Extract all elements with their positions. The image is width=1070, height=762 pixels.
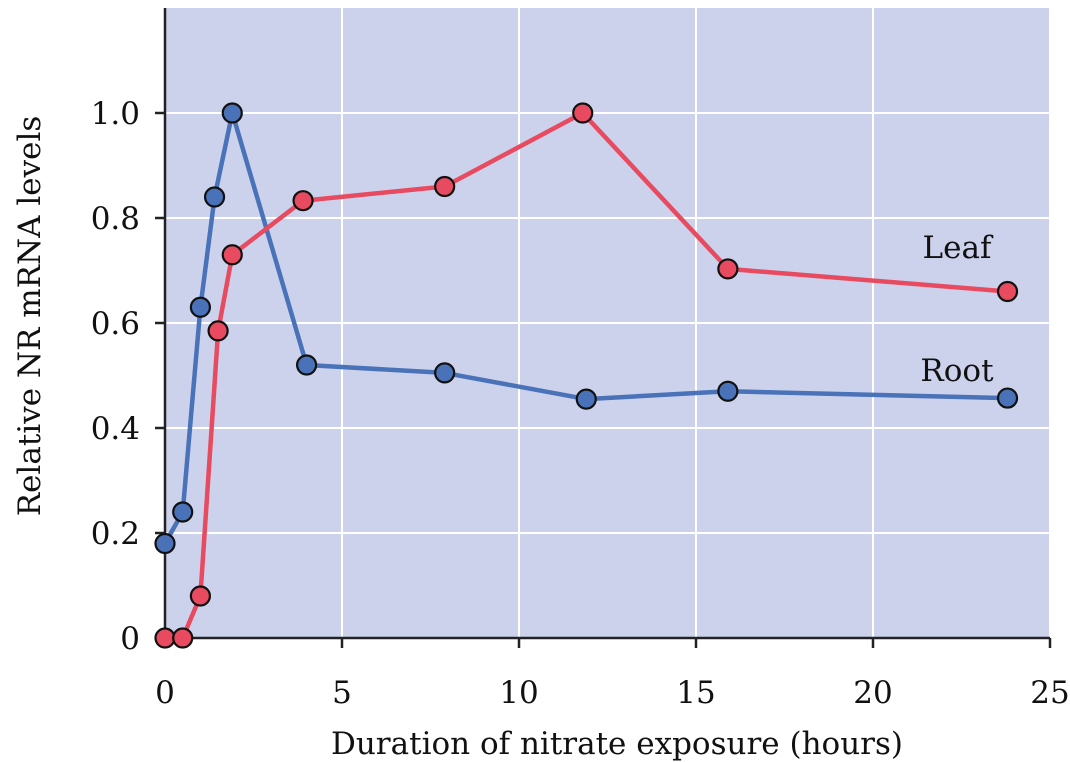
x-tick-label: 25	[1030, 675, 1069, 711]
data-point-leaf	[292, 190, 314, 212]
y-tick-label: 1.0	[91, 96, 140, 132]
series-points	[154, 102, 1019, 649]
data-point-root	[996, 387, 1019, 409]
y-axis-title: Relative NR mRNA levels	[12, 116, 48, 517]
data-point-leaf	[172, 627, 194, 649]
data-point-root	[172, 501, 194, 523]
x-ticks: 0 5 10 15 20 25	[155, 638, 1070, 711]
series-label-leaf: Leaf	[923, 230, 994, 266]
x-tick-label: 20	[853, 675, 892, 711]
x-tick-label: 5	[332, 675, 352, 711]
data-point-leaf	[154, 627, 176, 649]
series-line-root	[163, 110, 1008, 545]
series-lines	[163, 110, 1008, 641]
data-point-root	[717, 380, 739, 402]
y-ticks: 0 0.2 0.4 0.6 0.8 1.0	[91, 96, 165, 657]
grid	[165, 8, 1051, 638]
data-point-leaf	[207, 320, 229, 342]
y-tick-label: 0.8	[91, 201, 140, 237]
data-point-root	[434, 362, 456, 384]
data-point-root	[154, 532, 176, 555]
series-line-leaf	[165, 110, 1008, 641]
y-tick-label: 0.2	[91, 516, 140, 552]
y-tick-label: 0.6	[91, 306, 140, 342]
x-tick-label: 0	[155, 675, 175, 711]
x-tick-label: 10	[499, 675, 538, 711]
x-axis-title: Duration of nitrate exposure (hours)	[331, 726, 903, 762]
data-point-root	[203, 186, 226, 208]
data-point-leaf	[434, 175, 456, 198]
y-tick-label: 0.4	[91, 411, 140, 447]
data-point-leaf	[572, 102, 594, 124]
y-tick-label: 0	[120, 621, 140, 657]
data-point-root	[221, 102, 243, 124]
data-point-leaf	[996, 280, 1019, 303]
data-point-leaf	[189, 585, 211, 607]
data-point-root	[296, 354, 318, 376]
data-point-root	[189, 296, 211, 318]
x-tick-label: 15	[676, 675, 715, 711]
data-point-leaf	[717, 258, 739, 280]
data-point-root	[575, 388, 597, 410]
data-point-leaf	[221, 244, 243, 266]
series-label-root: Root	[920, 353, 994, 389]
